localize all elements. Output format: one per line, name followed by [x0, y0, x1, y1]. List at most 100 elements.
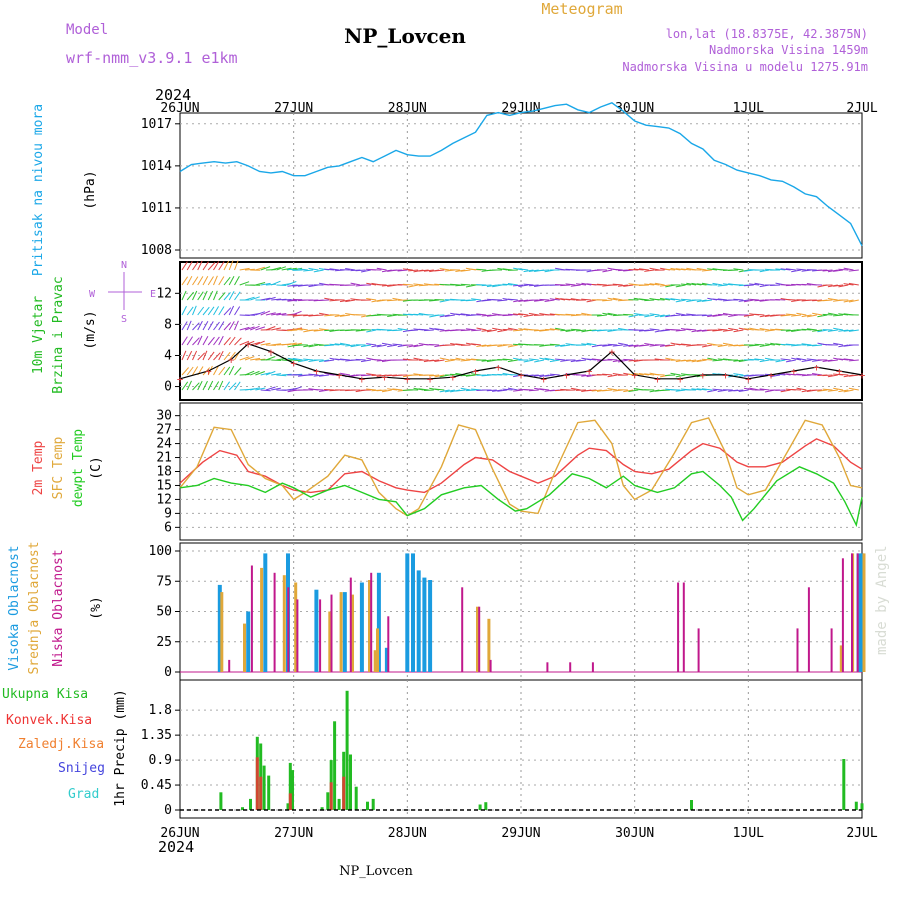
day-label-top: 28JUN	[388, 101, 427, 116]
low-cloud-bar	[478, 607, 480, 672]
wind-arrow	[823, 314, 833, 315]
wind-arrow	[182, 322, 187, 331]
wind-arrow	[817, 315, 827, 317]
precip-panel: Ukupna Kisa Konvek.Kisa Zaledj.Kisa Snij…	[2, 687, 128, 807]
wind-arrow	[781, 359, 791, 360]
y-tick-label: 30	[156, 409, 172, 424]
high-cloud-bar	[360, 583, 364, 673]
wind-arrow	[791, 270, 801, 272]
wind-arrow	[193, 277, 198, 285]
wind-arrow	[198, 381, 203, 390]
wind-gust-marker: +	[290, 357, 297, 370]
wind-label-1: 10m Vjetar	[31, 296, 46, 374]
day-label-bottom: 29JUN	[501, 826, 540, 841]
y-tick-label: 8	[164, 317, 172, 332]
wind-arrow	[733, 374, 743, 375]
wind-arrow	[214, 306, 219, 315]
pressure-unit: (hPa)	[83, 170, 98, 209]
day-label-top: 26JUN	[160, 101, 199, 116]
wind-arrow	[203, 321, 208, 330]
wind-arrow	[660, 390, 670, 391]
total-precip-bar	[484, 802, 487, 810]
wind-arrow	[513, 390, 523, 391]
low-cloud-bar	[319, 599, 321, 672]
wind-arrow	[198, 336, 202, 345]
total-precip-bar	[346, 691, 349, 810]
wind-gust-marker: +	[313, 365, 320, 378]
wind-arrow	[676, 313, 686, 315]
wind-arrow	[571, 329, 581, 330]
wind-arrow	[650, 314, 660, 315]
total-precip-bar	[326, 792, 329, 810]
wind-gust-marker: +	[495, 361, 502, 374]
meteogram-label: Meteogram	[541, 0, 622, 18]
wind-arrow	[775, 300, 785, 301]
y-tick-label: 1014	[141, 159, 172, 174]
wind-arrow	[187, 276, 192, 285]
wind-gust-marker: +	[205, 365, 212, 378]
y-tick-label: 50	[156, 605, 172, 620]
y-tick-label: 1.8	[149, 703, 172, 718]
wind-arrow	[408, 330, 418, 331]
wind-arrow	[623, 359, 633, 360]
wind-arrow	[655, 299, 665, 300]
total-precip-bar	[263, 766, 266, 810]
day-label-top: 29JUN	[501, 101, 540, 116]
wind-arrow	[387, 300, 397, 301]
wind-gust-marker: +	[449, 371, 456, 384]
wind-arrow	[461, 284, 471, 285]
wind-arrow	[229, 306, 233, 315]
day-label-bottom: 26JUN	[160, 826, 199, 841]
wind-arrow	[203, 381, 208, 390]
wind-arrow	[849, 388, 859, 390]
mid-cloud-bar	[863, 553, 866, 672]
compass-north: N	[121, 260, 127, 271]
day-label-top: 2JUL	[846, 101, 877, 116]
wind-arrow	[203, 351, 207, 360]
wind-arrow	[534, 360, 544, 362]
wind-arrow	[786, 300, 796, 301]
y-tick-label: 6	[164, 520, 172, 535]
wind-arrow	[198, 307, 204, 315]
low-cloud-bar	[228, 660, 230, 672]
y-tick-label: 1.35	[141, 728, 172, 743]
wind-arrow	[749, 299, 759, 300]
y-tick-label: 75	[156, 574, 172, 589]
low-cloud-bar	[698, 628, 700, 672]
wind-arrow	[524, 284, 534, 285]
wind-arrow	[324, 330, 334, 331]
wind-arrow	[734, 330, 744, 332]
wind-arrow	[849, 270, 859, 271]
wind-gust-marker: +	[700, 369, 707, 382]
wind-arrow	[477, 328, 487, 330]
high-cloud-bar	[314, 590, 318, 672]
total-precip-bar	[219, 792, 222, 810]
wind-arrow	[482, 285, 492, 286]
wind-arrow	[461, 330, 471, 331]
frozen-rain-label: Zaledj.Kisa	[18, 737, 104, 752]
wind-arrow	[786, 360, 796, 362]
wind-arrow	[524, 315, 534, 317]
day-label-bottom: 28JUN	[388, 826, 427, 841]
wind-arrow	[728, 328, 738, 330]
low-cloud-bar	[842, 558, 844, 672]
day-label-top: 1JUL	[733, 101, 764, 116]
wind-arrow	[424, 330, 434, 331]
wind-arrow	[802, 284, 812, 285]
precip-unit: 1hr Precip (mm)	[113, 689, 128, 806]
wind-gust-marker: +	[427, 373, 434, 386]
high-cloud-bar	[263, 553, 267, 672]
wind-arrow	[838, 269, 848, 270]
y-tick-label: 0.9	[149, 753, 172, 768]
wind-arrow	[235, 307, 240, 316]
wind-arrow	[377, 390, 387, 391]
wind-arrow	[466, 390, 476, 391]
total-precip-bar	[338, 799, 341, 810]
conv-precip-bar	[289, 793, 292, 810]
wind-arrow	[219, 292, 226, 300]
model-elevation-text: Nadmorska Visina u modelu 1275.91m	[622, 60, 868, 74]
wind-arrow	[261, 390, 271, 391]
day-label-bottom: 2JUL	[846, 826, 877, 841]
wind-arrow	[235, 368, 242, 376]
wind-arrow	[466, 300, 476, 301]
